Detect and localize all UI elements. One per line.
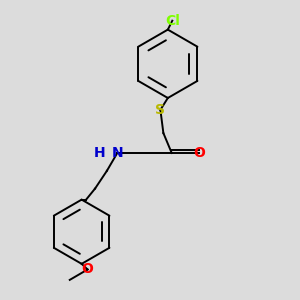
Text: H: H <box>94 146 105 160</box>
Text: N: N <box>112 146 123 160</box>
Text: Cl: Cl <box>165 14 180 28</box>
Text: S: S <box>155 103 165 117</box>
Text: O: O <box>193 146 205 160</box>
Text: O: O <box>82 262 94 277</box>
